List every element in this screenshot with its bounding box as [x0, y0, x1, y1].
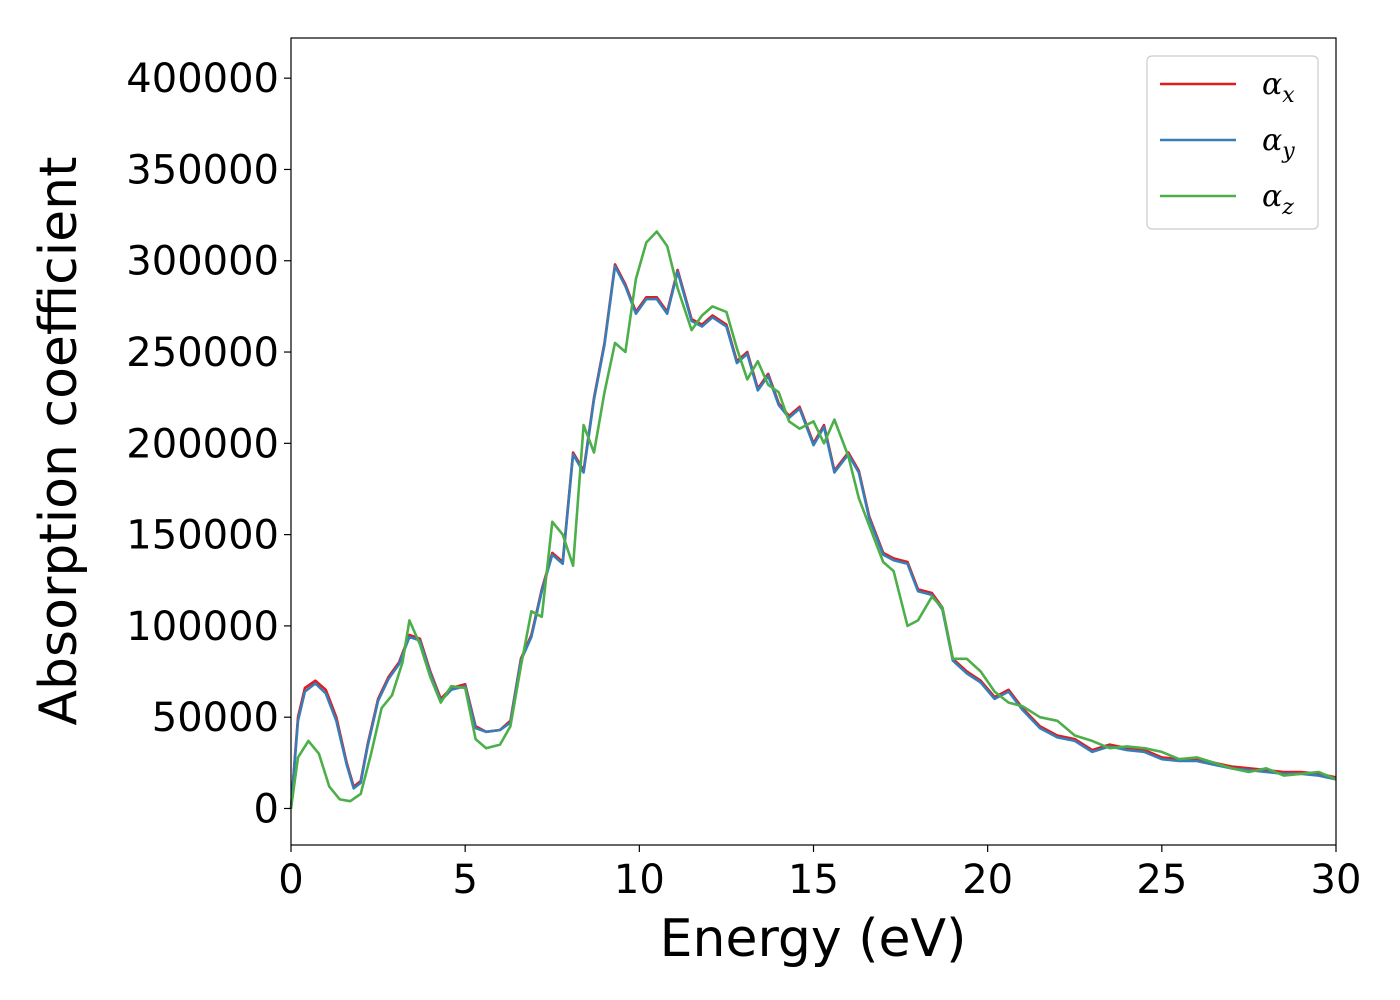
x-tick-label: 30	[1311, 857, 1362, 903]
y-tick-label: 0	[254, 786, 279, 832]
x-tick-label: 10	[614, 857, 665, 903]
series-line-z	[289, 230, 1337, 809]
y-tick-label: 300000	[126, 239, 279, 285]
x-axis: 0 5 10 15 20 25 30	[278, 845, 1361, 903]
legend-label-z: αz	[1262, 179, 1294, 220]
x-tick-label: 25	[1136, 857, 1187, 903]
series-line-x	[289, 263, 1337, 809]
y-axis-title: Absorption coefficient	[29, 156, 89, 725]
y-tick-label: 150000	[126, 513, 279, 559]
series-layer	[289, 230, 1337, 809]
series-line-y	[289, 264, 1337, 809]
x-tick-label: 15	[788, 857, 839, 903]
x-tick-label: 20	[962, 857, 1013, 903]
y-axis: 0 50000 100000 150000 200000 250000 300000 3500…	[126, 56, 291, 832]
legend-label-x: αx	[1262, 67, 1295, 108]
y-tick-label: 100000	[126, 604, 279, 650]
legend-box	[1146, 55, 1319, 230]
x-tick-label: 5	[452, 857, 477, 903]
x-tick-label: 0	[278, 857, 303, 903]
legend-label-y: αy	[1262, 123, 1295, 164]
y-tick-label: 250000	[126, 330, 279, 376]
y-tick-label: 400000	[126, 56, 279, 102]
y-tick-label: 200000	[126, 421, 279, 467]
x-axis-title: Energy (eV)	[660, 909, 967, 969]
y-tick-label: 350000	[126, 147, 279, 193]
legend: αx αy αz	[1146, 55, 1319, 230]
y-tick-label: 50000	[152, 695, 279, 741]
